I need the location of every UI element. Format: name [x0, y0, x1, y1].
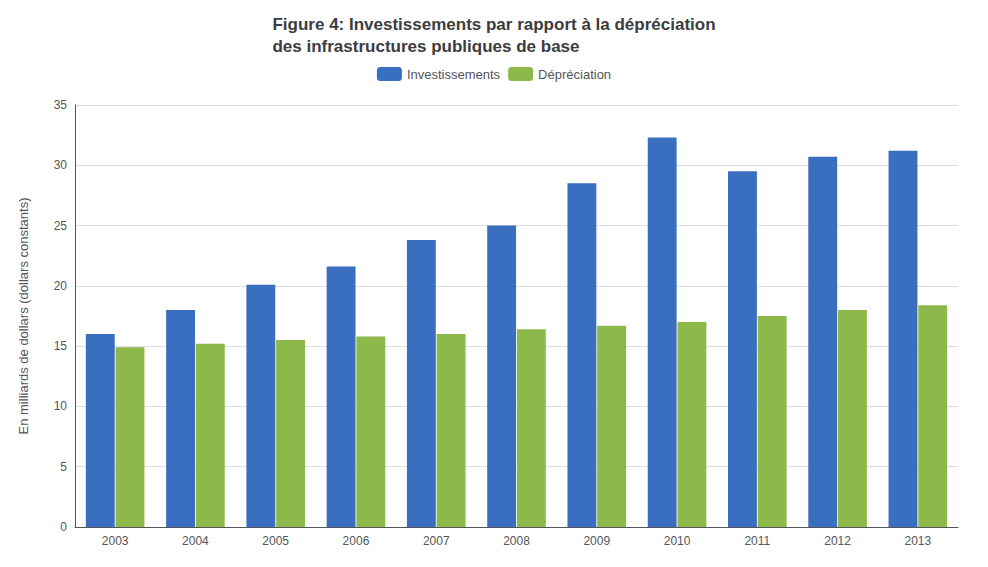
svg-text:2013: 2013	[905, 534, 932, 548]
svg-text:5: 5	[60, 460, 67, 474]
svg-text:2012: 2012	[824, 534, 851, 548]
svg-text:2009: 2009	[583, 534, 610, 548]
svg-text:35: 35	[54, 98, 68, 112]
svg-text:Figure 4: Investissements par: Figure 4: Investissements par rapport à …	[272, 15, 715, 34]
svg-text:10: 10	[54, 399, 68, 413]
svg-text:2010: 2010	[664, 534, 691, 548]
svg-text:20: 20	[54, 279, 68, 293]
svg-text:2008: 2008	[503, 534, 530, 548]
svg-text:30: 30	[54, 158, 68, 172]
svg-text:2003: 2003	[102, 534, 129, 548]
svg-text:des infrastructures publiques: des infrastructures publiques de base	[272, 37, 579, 56]
svg-text:2005: 2005	[262, 534, 289, 548]
svg-text:Dépréciation: Dépréciation	[538, 67, 611, 82]
svg-text:2007: 2007	[423, 534, 450, 548]
svg-text:2006: 2006	[343, 534, 370, 548]
svg-text:15: 15	[54, 339, 68, 353]
svg-text:Investissements: Investissements	[407, 67, 501, 82]
svg-text:En milliards de dollars (dolla: En milliards de dollars (dollars constan…	[16, 198, 31, 435]
svg-text:0: 0	[60, 520, 67, 534]
svg-text:2004: 2004	[182, 534, 209, 548]
svg-text:2011: 2011	[744, 534, 770, 548]
svg-text:25: 25	[54, 219, 68, 233]
